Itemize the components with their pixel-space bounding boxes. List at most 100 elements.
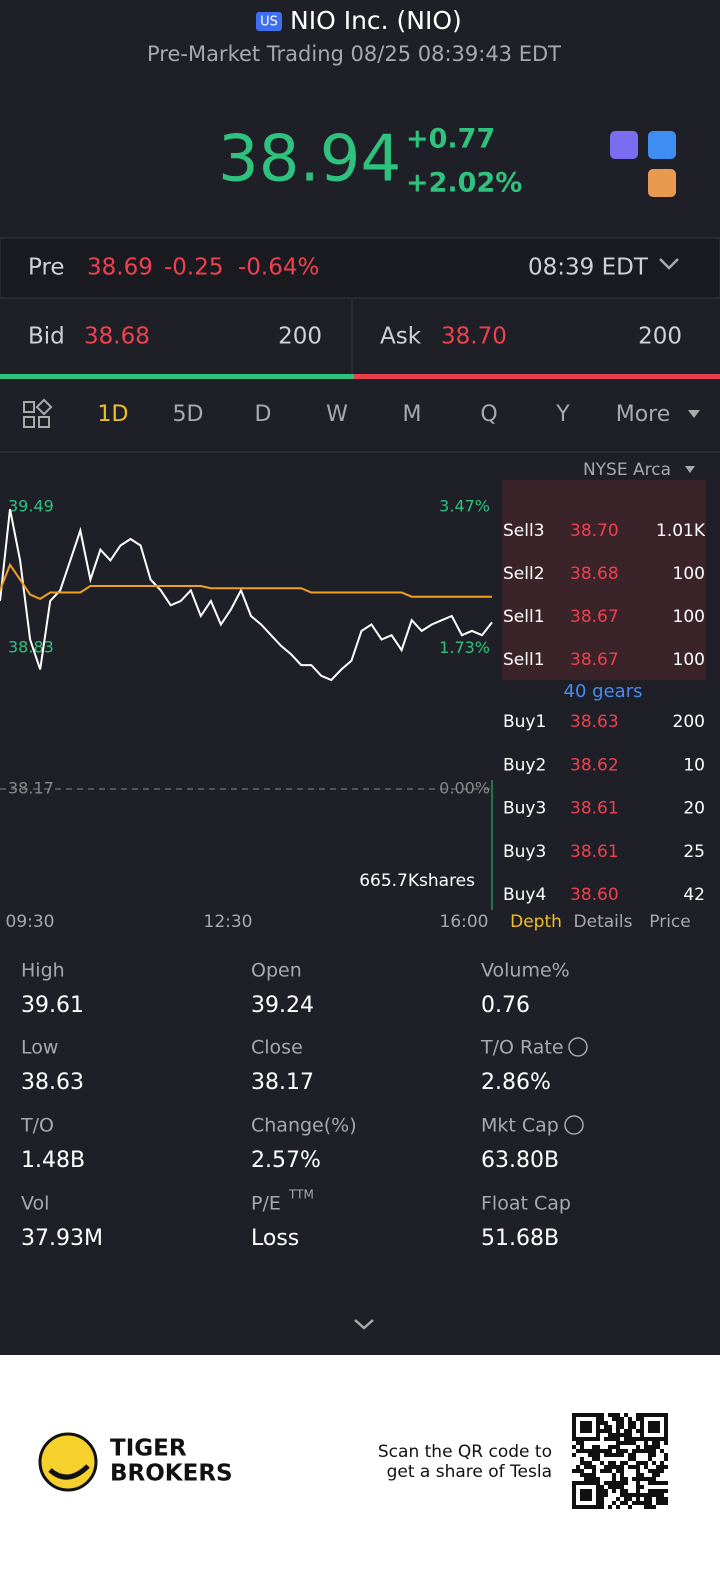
qr-finder (580, 1421, 592, 1433)
qr-cell (600, 1469, 604, 1473)
book-tab[interactable]: Depth (510, 912, 562, 932)
qr-cell (624, 1429, 628, 1433)
qr-cell (604, 1437, 608, 1441)
market-badge: US (260, 15, 278, 30)
qr-cell (596, 1449, 600, 1453)
ask-price: 38.70 (441, 324, 507, 350)
qr-finder (640, 1413, 668, 1441)
qr-cell (652, 1505, 656, 1509)
bid-level: Buy3 (503, 842, 546, 862)
book-tab[interactable]: Details (574, 912, 633, 932)
qr-cell (644, 1445, 648, 1449)
qr-cell (584, 1461, 588, 1465)
qr-cell (656, 1497, 660, 1501)
qr-cell (652, 1477, 656, 1481)
period-tab[interactable]: Y (555, 402, 570, 427)
ask-bar (354, 374, 720, 379)
ask-qty: 1.01K (656, 521, 706, 541)
qr-cell (592, 1453, 596, 1457)
price-line (0, 508, 493, 682)
icon[interactable] (648, 169, 676, 197)
qr-cell (604, 1465, 608, 1469)
period-tab[interactable]: Q (480, 402, 497, 427)
qr-cell (608, 1481, 612, 1485)
ask-price: 38.70 (570, 521, 619, 541)
promo: Scan the QR code to (378, 1442, 552, 1462)
qr-cell (644, 1441, 648, 1445)
qr-cell (648, 1489, 652, 1493)
qr-cell (648, 1493, 652, 1497)
qr-cell (608, 1433, 612, 1437)
info-icon (568, 1037, 588, 1057)
qr-cell (640, 1485, 644, 1489)
qr-cell (664, 1441, 668, 1445)
stat-label: T/O Rate (480, 1037, 564, 1059)
qr-cell (620, 1465, 624, 1469)
qr-cell (624, 1433, 628, 1437)
qr-cell (636, 1497, 640, 1501)
qr-cell (640, 1449, 644, 1453)
period-tab[interactable]: More (616, 402, 671, 427)
qr-cell (580, 1457, 584, 1461)
qr-cell (600, 1505, 604, 1509)
bid-level: Buy1 (503, 712, 546, 732)
qr-cell (664, 1481, 668, 1485)
qr-cell (616, 1417, 620, 1421)
period-tab[interactable]: W (326, 402, 348, 427)
average-line (0, 562, 492, 601)
qr-cell (624, 1437, 628, 1441)
icon[interactable] (648, 131, 676, 159)
expand[interactable] (354, 1319, 374, 1330)
stat-label: T/O (20, 1115, 54, 1137)
period-tab[interactable]: D (255, 402, 272, 427)
qr-cell (660, 1497, 664, 1501)
qr-cell (664, 1457, 668, 1461)
icon[interactable] (610, 131, 638, 159)
qr-cell (636, 1469, 640, 1473)
qr-cell (652, 1445, 656, 1449)
qr-finder (580, 1489, 592, 1501)
qr-cell (576, 1465, 580, 1469)
icon-square (23, 401, 35, 413)
qr-cell (636, 1449, 640, 1453)
gears[interactable]: 40 gears (564, 681, 643, 702)
period-tab[interactable]: M (403, 402, 422, 427)
qr-cell (608, 1445, 612, 1449)
qr-cell (592, 1457, 596, 1461)
change: +0.77 (406, 124, 495, 155)
qr-cell (600, 1497, 604, 1501)
period-tab[interactable]: 5D (173, 402, 204, 427)
ask-qty: 100 (673, 607, 705, 627)
ask-price: 38.68 (570, 564, 619, 584)
qr-cell (608, 1453, 612, 1457)
qr-cell (620, 1501, 624, 1505)
qr-cell (656, 1493, 660, 1497)
qr-cell (592, 1449, 596, 1453)
subtitle: Pre-Market Trading 08/25 08:39:43 EDT (147, 42, 561, 66)
book-tab[interactable]: Price (649, 912, 690, 932)
qr-cell (604, 1421, 608, 1425)
qr-cell (620, 1485, 624, 1489)
bid-label: Bid (28, 324, 65, 350)
qr-cell (596, 1457, 600, 1461)
qr-cell (656, 1481, 660, 1485)
qr-cell (656, 1469, 660, 1473)
qr-cell (636, 1481, 640, 1485)
exchange[interactable]: NYSE Arca (583, 460, 671, 480)
qr-cell (640, 1493, 644, 1497)
pre-price: 38.69 (87, 255, 153, 281)
qr-cell (592, 1465, 596, 1469)
chevron[interactable] (659, 258, 679, 270)
ask-level: Sell2 (503, 564, 545, 584)
qr-cell (636, 1461, 640, 1465)
qr-cell (588, 1453, 592, 1457)
qr-cell (648, 1457, 652, 1461)
qr-cell (616, 1429, 620, 1433)
bid-price: 38.63 (570, 712, 619, 732)
y2-tick-label: 1.73% (439, 638, 490, 657)
qr-cell (608, 1437, 612, 1441)
qr-cell (632, 1441, 636, 1445)
period-tab[interactable]: 1D (98, 402, 129, 427)
layout-icon[interactable] (23, 398, 53, 428)
